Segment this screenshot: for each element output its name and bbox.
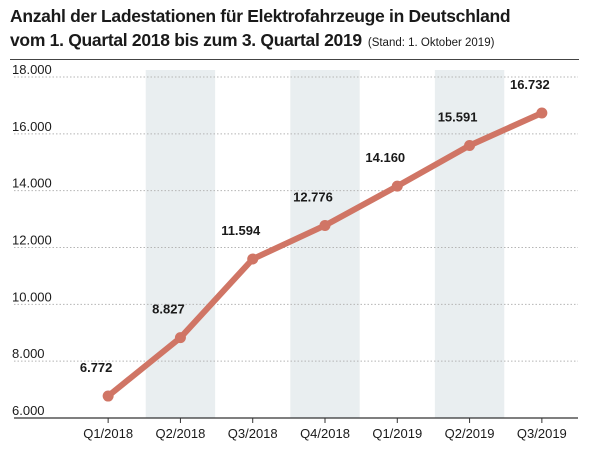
data-point-0 (102, 390, 114, 402)
data-label-2: 11.594 (221, 223, 261, 238)
chart-title-block: Anzahl der Ladestationen für Elektrofahr… (10, 4, 585, 55)
title-divider (10, 59, 579, 60)
data-label-4: 14.160 (365, 150, 405, 165)
y-tick-label-12000: 12.000 (12, 233, 52, 248)
data-label-0: 6.772 (80, 360, 113, 375)
x-tick-label-q1-2018: Q1/2018 (83, 426, 133, 441)
data-label-6: 16.732 (510, 77, 550, 92)
chart-subtitle: (Stand: 1. Oktober 2019) (367, 37, 495, 49)
data-point-5 (464, 139, 476, 151)
y-tick-label-6000: 6.000 (12, 403, 45, 418)
x-tick-label-q2-2019: Q2/2019 (445, 426, 495, 441)
x-tick-label-q1-2019: Q1/2019 (372, 426, 422, 441)
x-tick-label-q2-2018: Q2/2018 (155, 426, 205, 441)
data-point-6 (536, 107, 548, 119)
x-tick-label-q3-2018: Q3/2018 (228, 426, 278, 441)
data-point-2 (247, 253, 259, 265)
y-tick-label-14000: 14.000 (12, 176, 52, 191)
data-point-1 (174, 332, 186, 344)
x-tick-label-q3-2019: Q3/2019 (517, 426, 567, 441)
data-point-4 (391, 180, 403, 192)
chart-title-line-1: Anzahl der Ladestationen für Elektrofahr… (10, 6, 511, 26)
y-tick-label-16000: 16.000 (12, 119, 52, 134)
shaded-band-q4-2018 (290, 70, 360, 418)
y-tick-label-8000: 8.000 (12, 346, 45, 361)
data-label-5: 15.591 (438, 109, 478, 124)
y-tick-label-18000: 18.000 (12, 62, 52, 77)
chart-title-line-2: vom 1. Quartal 2018 bis zum 3. Quartal 2… (10, 28, 585, 55)
data-label-3: 12.776 (293, 189, 333, 204)
data-point-3 (319, 219, 331, 231)
shaded-band-q2-2019 (434, 70, 505, 418)
y-tick-label-10000: 10.000 (12, 289, 52, 304)
x-tick-label-q4-2018: Q4/2018 (300, 426, 350, 441)
data-label-1: 8.827 (152, 302, 185, 317)
shaded-band-q2-2018 (145, 70, 216, 418)
chart-title-line-2-text: vom 1. Quartal 2018 bis zum 3. Quartal 2… (10, 30, 362, 50)
